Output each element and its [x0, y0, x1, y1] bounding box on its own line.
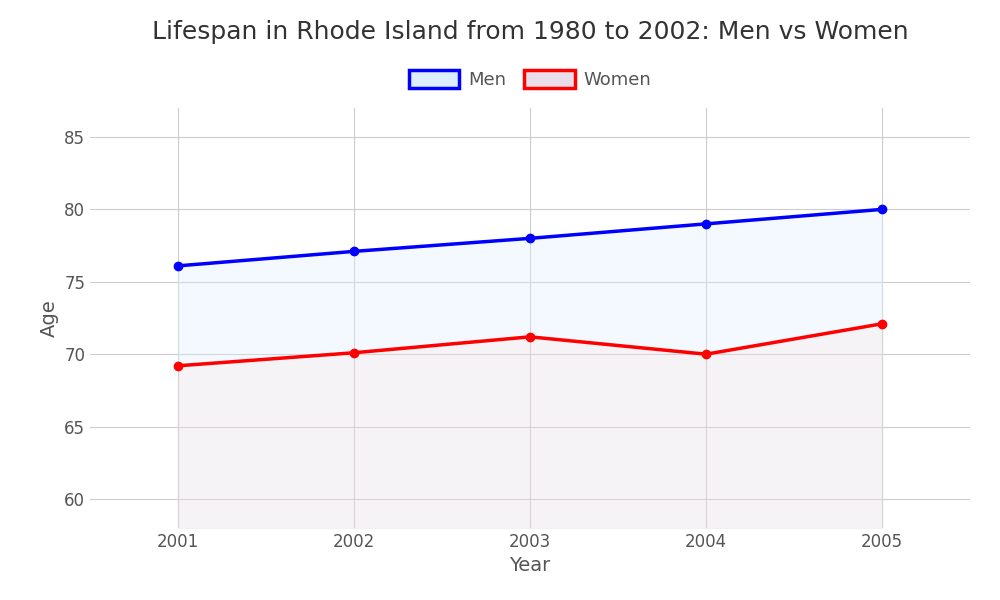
- Title: Lifespan in Rhode Island from 1980 to 2002: Men vs Women: Lifespan in Rhode Island from 1980 to 20…: [152, 20, 908, 44]
- Y-axis label: Age: Age: [40, 299, 59, 337]
- Legend: Men, Women: Men, Women: [401, 62, 659, 96]
- X-axis label: Year: Year: [509, 556, 551, 575]
